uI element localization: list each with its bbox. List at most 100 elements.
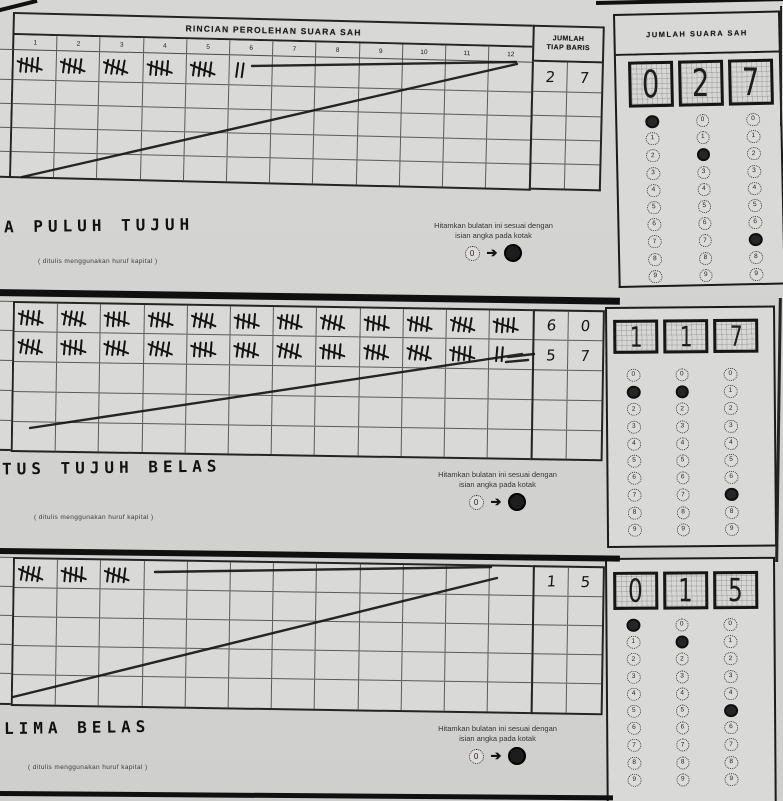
column-number-9: 9 [359, 43, 404, 59]
tally-cell-r3-c6 [229, 365, 274, 396]
caption-capital-letters-3: ( ditulis menggunakan huruf kapital ) [28, 764, 148, 771]
total-digit-box-3: 5 [713, 570, 759, 610]
tally-two-icon [235, 61, 245, 79]
tally-cell-r5-c7 [271, 679, 316, 709]
bubble-digit-5: 5 [646, 200, 661, 215]
row-total-digit: 1 [545, 572, 557, 591]
tally-cell-r5-c1 [12, 422, 57, 451]
row-total-header: JUMLAH TIAP BARIS [531, 24, 605, 64]
total-digit-value: 7 [729, 319, 743, 353]
total-digit-boxes-2: 1 1 7 [613, 318, 759, 354]
row-total-row-4 [533, 654, 602, 685]
bubble-digit-1: 1 [746, 130, 761, 144]
tally-cell-r5-c10 [399, 161, 444, 187]
tally-cell-r2-c3 [100, 589, 145, 619]
tally-five-icon [60, 565, 88, 583]
bubble-digit-2: 2 [675, 402, 689, 416]
bubble-digit-8: 8 [676, 505, 690, 519]
column-number-8: 8 [316, 42, 360, 58]
total-digit-value: 0 [628, 571, 644, 610]
tally-cell-r5-c1 [10, 152, 55, 178]
tally-cell-r1-c6 [229, 55, 274, 86]
bubble-digit-9: 9 [698, 268, 713, 282]
tally-cell-r2-c2 [57, 588, 101, 618]
tally-five-icon [406, 315, 433, 332]
column-number-11: 11 [445, 45, 490, 61]
left-edge-row [0, 644, 12, 674]
tally-cell-r2-c11 [445, 338, 490, 369]
tally-cell-r5-c1 [12, 675, 57, 705]
tally-cell-r4-c2 [56, 392, 100, 423]
tally-cell-r1-c4 [142, 53, 187, 84]
filled-bubble-digit-5: 5 [724, 704, 738, 718]
tally-cell-r4-c2 [54, 129, 99, 154]
tally-cell-r2-c2 [55, 81, 100, 106]
row-total-digit: 6 [545, 316, 557, 335]
filled-bubble-digit-7: 7 [748, 233, 763, 247]
note-example-row: 0 ➔ [396, 244, 591, 262]
row-total-cell: 7 [568, 341, 602, 371]
bubble-digit-0: 0 [746, 112, 760, 127]
tally-cell-r3-c5 [186, 364, 230, 395]
row-total-cell [532, 115, 567, 140]
tally-cell-r5-c8 [314, 426, 359, 456]
bubble-digit-6: 6 [627, 721, 641, 735]
tally-cell-r4-c8 [313, 135, 358, 160]
total-digit-value: 1 [678, 571, 694, 610]
row-total-cell [567, 401, 601, 431]
left-edge-row [0, 390, 12, 421]
tally-cell-r4-c4 [141, 131, 185, 156]
row-total-cell: 5 [533, 340, 569, 370]
tally-five-icon [276, 342, 303, 360]
total-digit-box-1: 0 [613, 571, 659, 610]
bubble-digit-1: 1 [695, 131, 710, 145]
tally-cell-r5-c12 [488, 429, 532, 458]
bubble-digit-2: 2 [723, 652, 738, 666]
tally-grid-3 [10, 557, 535, 715]
tally-cell-r5-c7 [270, 158, 314, 184]
row-total-cell: 6 [534, 311, 569, 340]
tally-cell-r5-c5 [183, 156, 228, 182]
tally-cell-r3-c7 [272, 621, 317, 650]
tally-cell-r2-c2 [57, 332, 101, 363]
handwritten-total-words-1: A PULUH TUJUH [3, 214, 195, 237]
tally-cell-r1-c7 [273, 563, 318, 592]
example-empty-bubble: 0 [468, 494, 484, 510]
tally-cell-r4-c7 [272, 396, 316, 426]
bubble-digit-4: 4 [675, 687, 689, 701]
note-line2: isian angka pada kotak [459, 479, 536, 489]
tally-cell-r4-c5 [185, 394, 230, 425]
tally-cell-r1-c10 [403, 309, 447, 338]
left-edge-row [0, 674, 11, 703]
tally-cell-r5-c4 [140, 155, 185, 181]
tally-cell-r2-c7 [271, 86, 316, 111]
tally-cell-r1-c7 [272, 56, 317, 87]
bubble-column-3: 0 1 2 3 4 5 6 7 8 9 [746, 112, 764, 281]
tally-cell-r1-c8 [316, 307, 361, 337]
total-digit-value: 5 [728, 570, 744, 610]
row-total-cell [566, 117, 601, 141]
tally-cell-r1-c9 [359, 564, 404, 594]
column-number-3: 3 [100, 37, 144, 53]
tally-cell-r4-c11 [444, 398, 489, 429]
tally-cell-r3-c3 [98, 106, 143, 131]
tally-cell-r2-c10 [401, 89, 446, 114]
panel-body-3: 015 012345678901234567890123456789 [605, 556, 777, 801]
total-digit-box-1: 0 [628, 60, 674, 108]
tally-cell-r1-c1 [13, 50, 58, 81]
bubble-digit-8: 8 [724, 505, 739, 519]
tally-row-1 [14, 303, 533, 341]
tally-cell-r1-c11 [446, 565, 490, 595]
bubble-digit-7: 7 [647, 235, 662, 249]
tally-cell-r2-c4 [143, 334, 188, 364]
note-line2: isian angka pada kotak [455, 230, 532, 240]
tally-cell-r1-c10 [401, 59, 446, 90]
tally-cell-r4-c9 [358, 397, 403, 428]
tally-cell-r1-c2 [56, 51, 101, 82]
panel-body-1: 027 012345678901234567890123456789 [613, 52, 783, 288]
caption-capital-letters-2: ( ditulis menggunakan huruf kapital ) [34, 514, 154, 521]
tally-cell-r3-c3 [99, 363, 144, 394]
